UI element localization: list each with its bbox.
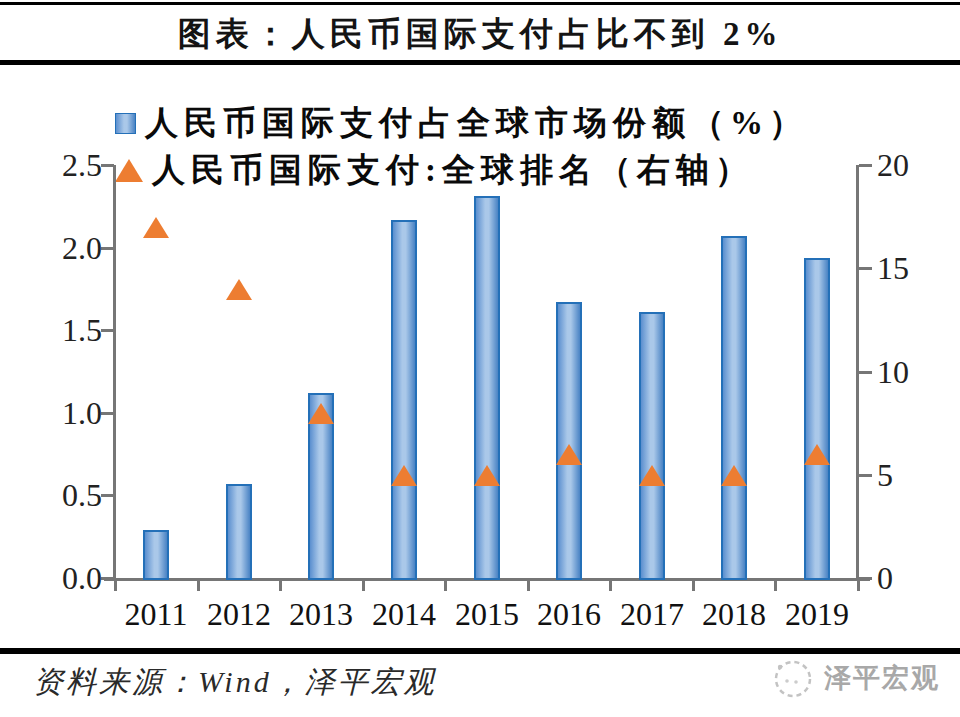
right-axis-tick-label: 5 — [877, 457, 947, 493]
bar-2014 — [391, 220, 417, 580]
right-axis-tick-label: 10 — [877, 354, 947, 390]
right-axis-tick — [859, 371, 872, 374]
left-axis-tick-label: 2.5 — [32, 147, 102, 183]
x-axis-category-label: 2015 — [442, 596, 532, 633]
x-axis-tick — [857, 581, 860, 591]
left-axis-tick-label: 1.0 — [32, 395, 102, 431]
bar-2019 — [804, 258, 830, 580]
right-axis-tick — [859, 164, 872, 167]
right-axis-tick — [859, 577, 872, 580]
rank-marker-2011 — [143, 217, 169, 238]
watermark: 泽平宏观 — [770, 655, 940, 701]
rank-marker-2012 — [226, 279, 252, 300]
x-axis-tick — [774, 581, 777, 591]
sketch-face-logo-icon — [770, 655, 814, 701]
x-axis-tick — [692, 581, 695, 591]
rank-marker-2019 — [804, 444, 830, 465]
rank-marker-2014 — [391, 465, 417, 486]
x-axis-tick — [114, 581, 117, 591]
right-axis-tick — [859, 474, 872, 477]
left-axis-tick-label: 0.0 — [32, 560, 102, 596]
left-axis-tick-label: 1.5 — [32, 312, 102, 348]
rank-marker-2015 — [474, 465, 500, 486]
x-axis-category-label: 2019 — [772, 596, 862, 633]
bar-2015 — [474, 196, 500, 580]
x-axis-category-label: 2013 — [276, 596, 366, 633]
x-axis-category-label: 2017 — [607, 596, 697, 633]
watermark-label: 泽平宏观 — [824, 660, 940, 696]
plot-area: 0.00.51.01.52.02.50510152020112012201320… — [0, 0, 960, 717]
left-axis-tick-label: 0.5 — [32, 477, 102, 513]
left-axis-tick — [101, 329, 114, 332]
x-axis-category-label: 2011 — [111, 596, 201, 633]
chart-figure: 图表：人民币国际支付占比不到 2% 人民币国际支付占全球市场份额（%） 人民币国… — [0, 0, 960, 717]
source-note: 资料来源：Wind，泽平宏观 — [33, 662, 437, 703]
right-axis-tick — [859, 267, 872, 270]
rank-marker-2018 — [721, 465, 747, 486]
rank-marker-2013 — [308, 403, 334, 424]
left-axis-tick-label: 2.0 — [32, 230, 102, 266]
bar-2011 — [143, 530, 169, 580]
left-axis-tick — [101, 247, 114, 250]
x-axis-tick — [609, 581, 612, 591]
right-axis-tick-label: 0 — [877, 560, 947, 596]
bar-2016 — [556, 302, 582, 580]
left-axis-tick — [101, 577, 114, 580]
x-axis-tick — [444, 581, 447, 591]
x-axis-category-label: 2016 — [524, 596, 614, 633]
x-axis-tick — [362, 581, 365, 591]
x-axis-category-label: 2012 — [194, 596, 284, 633]
rank-marker-2017 — [639, 465, 665, 486]
left-axis-tick — [101, 494, 114, 497]
x-axis-tick — [279, 581, 282, 591]
left-axis-tick — [101, 412, 114, 415]
left-axis-tick — [101, 164, 114, 167]
bar-2018 — [721, 236, 747, 580]
right-axis-tick-label: 20 — [877, 147, 947, 183]
bar-2012 — [226, 484, 252, 580]
x-axis-category-label: 2014 — [359, 596, 449, 633]
left-axis-line — [113, 165, 116, 581]
x-axis-category-label: 2018 — [689, 596, 779, 633]
x-axis-tick — [527, 581, 530, 591]
bar-2017 — [639, 312, 665, 580]
right-axis-tick-label: 15 — [877, 250, 947, 286]
x-axis-tick — [197, 581, 200, 591]
rank-marker-2016 — [556, 444, 582, 465]
